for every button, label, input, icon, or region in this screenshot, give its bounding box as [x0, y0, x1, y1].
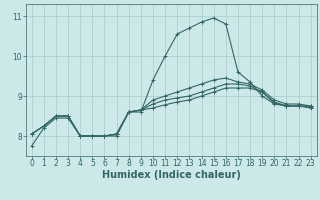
X-axis label: Humidex (Indice chaleur): Humidex (Indice chaleur) [102, 170, 241, 180]
